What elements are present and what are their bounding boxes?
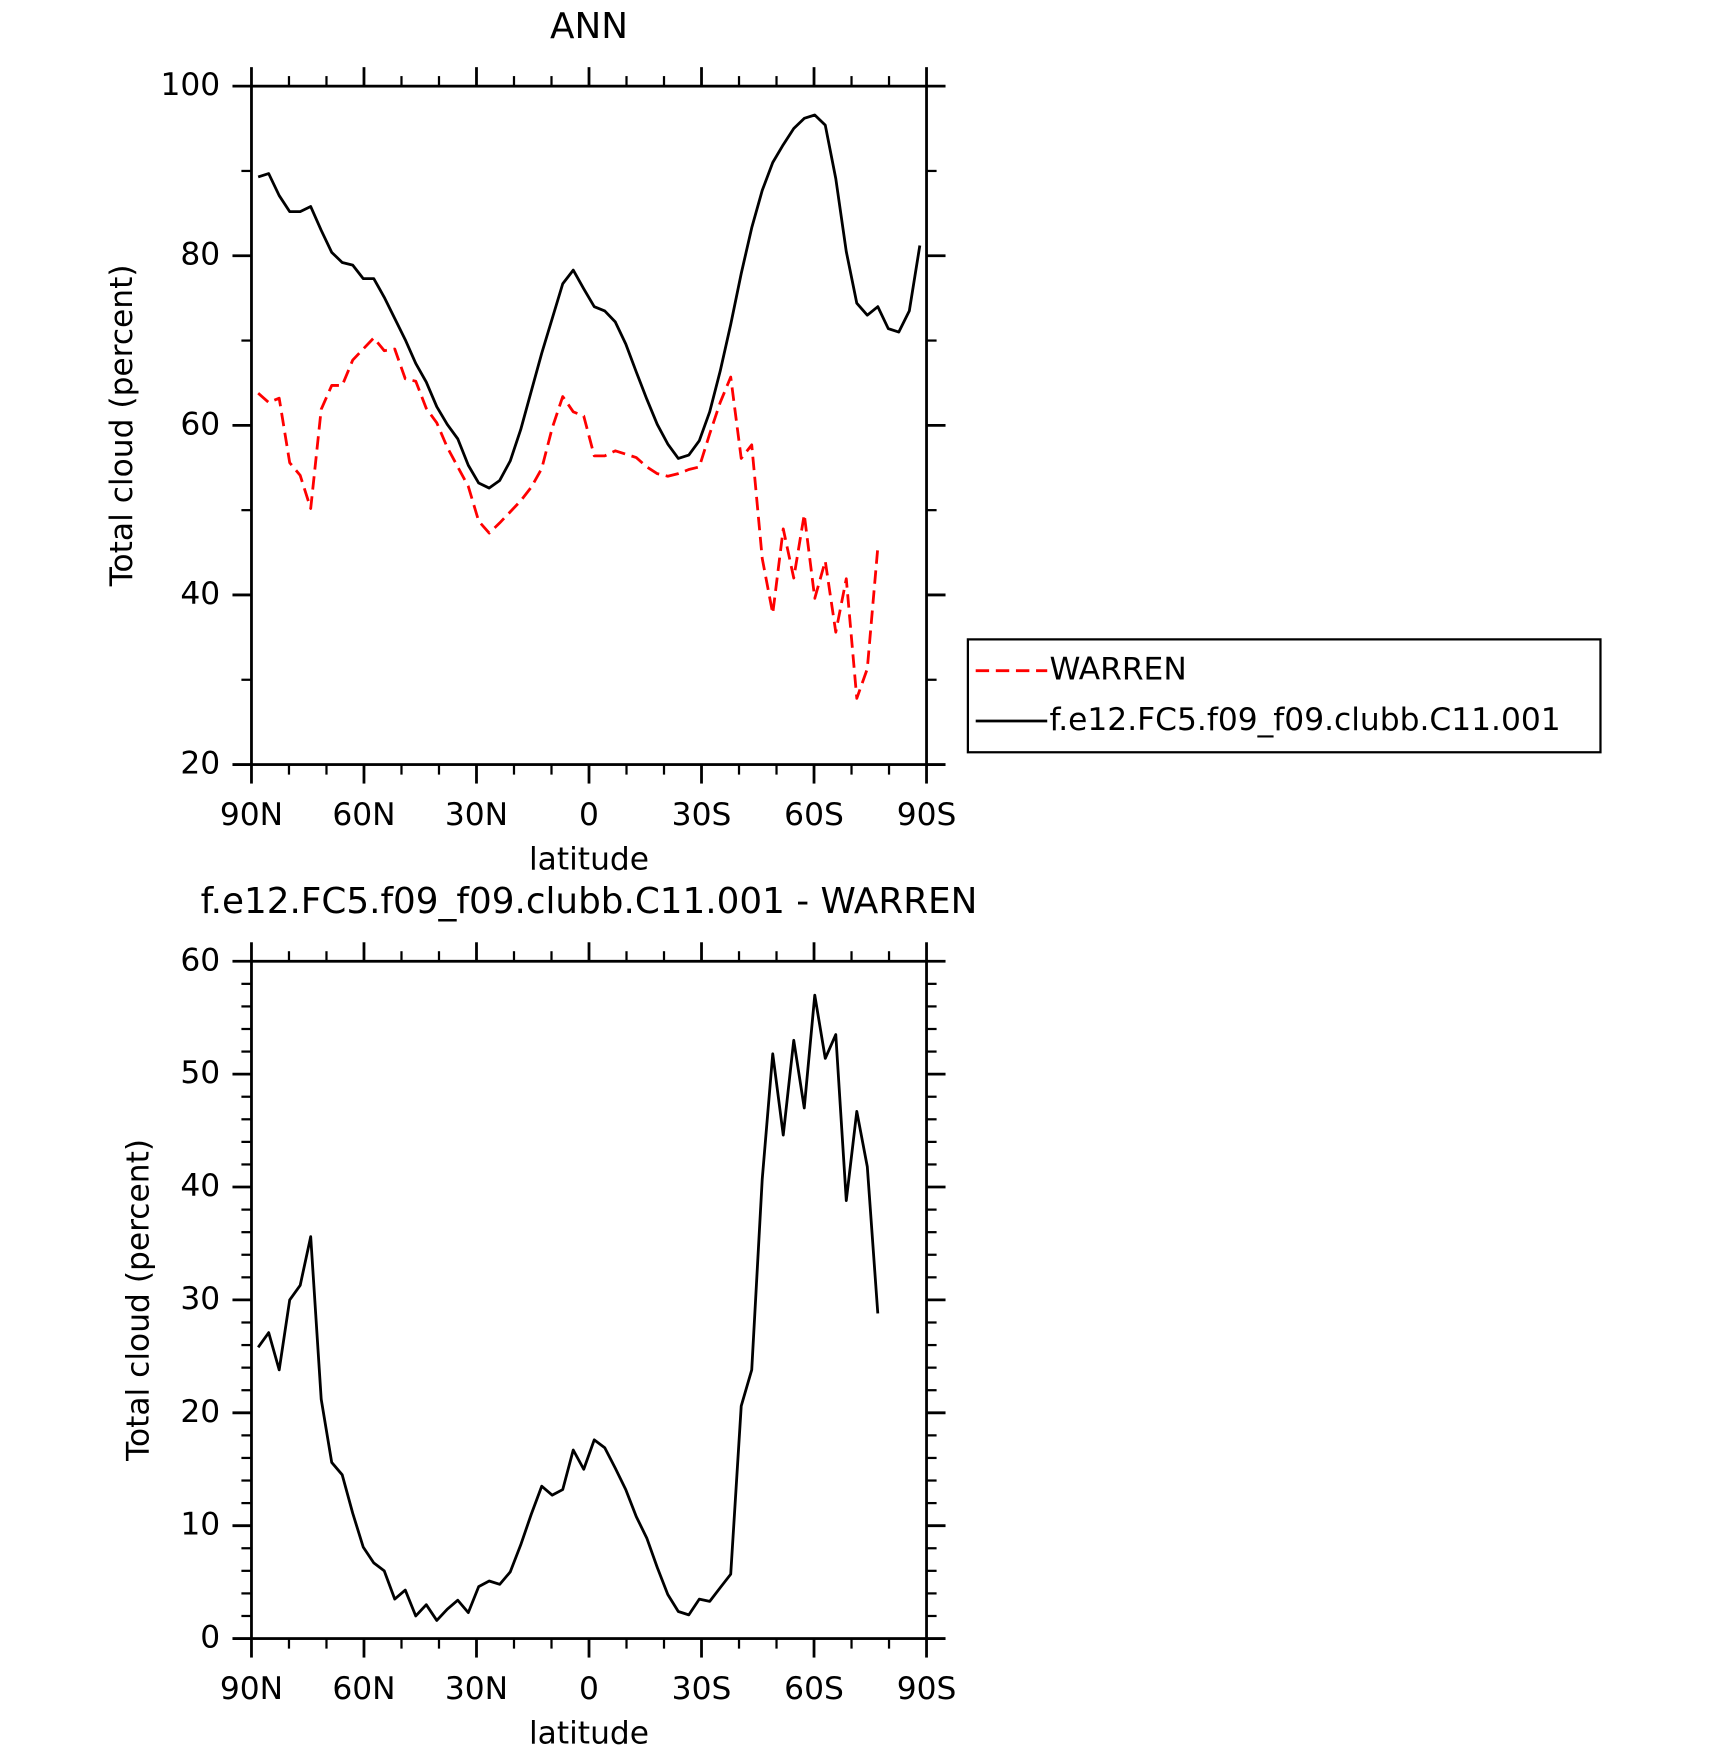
- x-tick-label: 60S: [784, 797, 844, 833]
- y-tick-label: 10: [180, 1507, 220, 1543]
- x-tick-label: 60S: [784, 1671, 844, 1707]
- x-tick-label: 90N: [220, 797, 283, 833]
- chart-title: f.e12.FC5.f09_f09.clubb.C11.001 - WARREN: [201, 881, 978, 922]
- x-axis-label: latitude: [529, 1716, 649, 1752]
- x-tick-label: 90S: [897, 1671, 957, 1707]
- x-tick-label: 0: [579, 1671, 599, 1707]
- data-line: [257, 993, 880, 1622]
- x-tick-label: 30S: [672, 797, 732, 833]
- x-tick-label: 0: [579, 797, 599, 833]
- y-tick-label: 40: [180, 1168, 220, 1204]
- x-tick-label: 60N: [332, 1671, 395, 1707]
- x-tick-label: 30N: [445, 797, 508, 833]
- y-tick-label: 60: [180, 406, 220, 442]
- y-tick-label: 20: [180, 746, 220, 782]
- data-line: [257, 336, 880, 700]
- plot-frame: [250, 84, 928, 766]
- y-tick-label: 20: [180, 1394, 220, 1430]
- x-tick-label: 90N: [220, 1671, 283, 1707]
- y-tick-label: 80: [180, 237, 220, 273]
- x-tick-label: 90S: [897, 797, 957, 833]
- x-tick-label: 30N: [445, 1671, 508, 1707]
- y-tick-label: 100: [160, 67, 220, 103]
- x-tick-label: 60N: [332, 797, 395, 833]
- y-tick-label: 40: [180, 576, 220, 612]
- y-tick-label: 50: [180, 1055, 220, 1091]
- legend-label: WARREN: [1049, 652, 1186, 688]
- y-tick-label: 30: [180, 1281, 220, 1317]
- y-tick-label: 60: [180, 942, 220, 978]
- chart-title: ANN: [550, 6, 628, 47]
- y-axis-label: Total cloud (percent): [121, 1139, 157, 1462]
- x-tick-label: 30S: [672, 1671, 732, 1707]
- y-axis-label: Total cloud (percent): [104, 264, 140, 587]
- legend-box: [966, 638, 1602, 754]
- x-axis-label: latitude: [529, 842, 649, 878]
- plot-frame: [250, 959, 928, 1640]
- legend-label: f.e12.FC5.f09_f09.clubb.C11.001: [1049, 702, 1560, 738]
- y-tick-label: 0: [200, 1620, 220, 1656]
- data-line: [257, 113, 922, 490]
